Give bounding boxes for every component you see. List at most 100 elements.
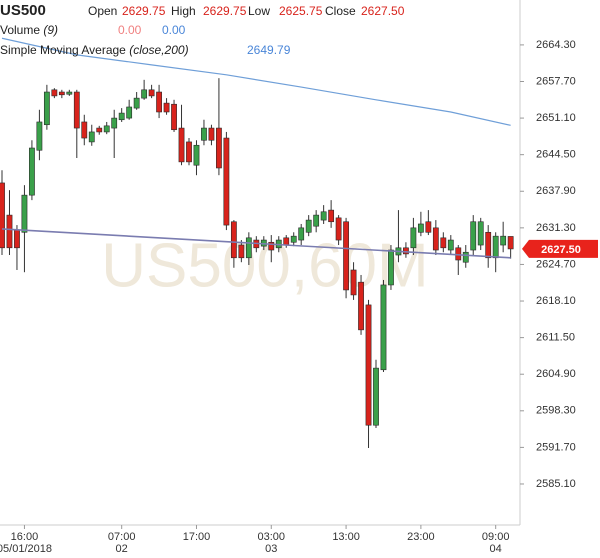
y-tick-label: 2624.70	[536, 258, 576, 270]
y-tick-label: 2637.90	[536, 185, 576, 197]
candle-body	[417, 223, 424, 233]
y-tick-label: 2664.30	[536, 39, 576, 51]
candle-body	[43, 91, 50, 126]
candle-body	[440, 237, 447, 249]
candle-body	[477, 221, 484, 246]
x-tick-label: 07:00	[108, 531, 136, 543]
open-value: 2629.75	[122, 4, 166, 18]
x-tick-label: 09:00	[482, 531, 510, 543]
candle-body	[223, 137, 230, 226]
volume-param: (9)	[43, 23, 58, 37]
candle-body	[126, 106, 133, 119]
candle-body	[208, 127, 215, 141]
candle-body	[388, 249, 394, 286]
candle-body	[88, 131, 95, 143]
sma-line	[1, 37, 511, 126]
x-tick-sublabel: 04	[490, 543, 502, 555]
sma-label: Simple Moving Average (close,200)	[0, 43, 189, 57]
candle-body	[171, 103, 177, 131]
candle-body	[6, 214, 13, 249]
plot-area	[0, 37, 514, 448]
candle-body	[328, 209, 335, 223]
candle-body	[432, 227, 439, 251]
trend-line	[1, 228, 511, 259]
x-tick-sublabel: 03	[265, 543, 277, 555]
sma-name: Simple Moving Average	[0, 43, 126, 57]
candle-body	[380, 284, 387, 371]
close-value: 2627.50	[361, 4, 405, 18]
candle-body	[485, 231, 492, 259]
candle-body	[350, 269, 357, 296]
candle-body	[410, 227, 417, 249]
candle-body	[268, 241, 275, 251]
symbol: US500	[0, 2, 46, 19]
candle-body	[373, 367, 379, 426]
candle-body	[0, 182, 5, 249]
candle-body	[358, 281, 364, 331]
candle-body	[73, 91, 80, 129]
candle-body	[103, 125, 110, 133]
candle-body	[58, 91, 65, 96]
candle-body	[36, 121, 43, 151]
candle-body	[216, 127, 222, 169]
candle-body	[320, 211, 327, 221]
candle-body	[178, 127, 185, 163]
candle-body	[335, 217, 342, 241]
candle-body	[186, 141, 192, 163]
candle-body	[201, 127, 207, 141]
y-tick-label: 2657.70	[536, 75, 576, 87]
x-tick-label: 03:00	[258, 531, 286, 543]
x-tick-label: 23:00	[407, 531, 435, 543]
volume-value: 0.00	[162, 23, 186, 37]
candle-body	[163, 102, 170, 113]
candle-body	[447, 239, 454, 251]
last-price-label: 2627.50	[541, 244, 581, 256]
x-tick-label: 17:00	[183, 531, 211, 543]
x-tick-sublabel: 02	[116, 543, 128, 555]
y-tick-label: 2618.10	[536, 295, 576, 307]
candle-body	[365, 304, 372, 426]
candle-body	[343, 221, 349, 291]
candle-body	[193, 144, 200, 166]
low-value: 2625.75	[279, 4, 323, 18]
candle-body	[500, 235, 507, 246]
open-label: Open	[88, 4, 117, 18]
sma-param: (close,200)	[129, 43, 188, 57]
candle-body	[238, 244, 245, 259]
sma-value: 2649.79	[247, 43, 291, 57]
candle-body	[21, 194, 28, 233]
y-tick-label: 2598.30	[536, 405, 576, 417]
candle-body	[96, 127, 103, 133]
candle-body	[290, 235, 297, 243]
candle-body	[492, 235, 499, 259]
high-value: 2629.75	[203, 4, 247, 18]
candle-body	[462, 251, 469, 263]
candle-body	[156, 91, 162, 113]
volume-name: Volume	[0, 23, 40, 37]
candle-body	[283, 237, 290, 246]
last-price-tag	[522, 239, 598, 258]
volume-label: Volume (9)	[0, 23, 58, 37]
candle-body	[14, 229, 20, 249]
candle-body	[118, 112, 125, 121]
candle-body	[51, 89, 58, 97]
candle-body	[133, 97, 140, 109]
candle-body	[230, 221, 237, 259]
candle-body	[245, 237, 252, 259]
candle-body	[313, 214, 320, 227]
candle-body	[148, 89, 155, 97]
y-tick-label: 2604.90	[536, 368, 576, 380]
x-tick-sublabel: 05/01/2018	[0, 543, 52, 555]
candle-body	[66, 91, 73, 95]
y-tick-label: 2631.30	[536, 222, 576, 234]
y-tick-label: 2591.70	[536, 441, 576, 453]
candle-body	[470, 221, 477, 251]
candle-body	[298, 227, 305, 241]
candle-body	[403, 247, 409, 255]
volume-value: 0.00	[118, 23, 142, 37]
y-tick-label: 2585.10	[536, 478, 576, 490]
candle-body	[305, 219, 312, 233]
y-tick-label: 2611.50	[536, 332, 575, 344]
candle-body	[425, 221, 432, 233]
